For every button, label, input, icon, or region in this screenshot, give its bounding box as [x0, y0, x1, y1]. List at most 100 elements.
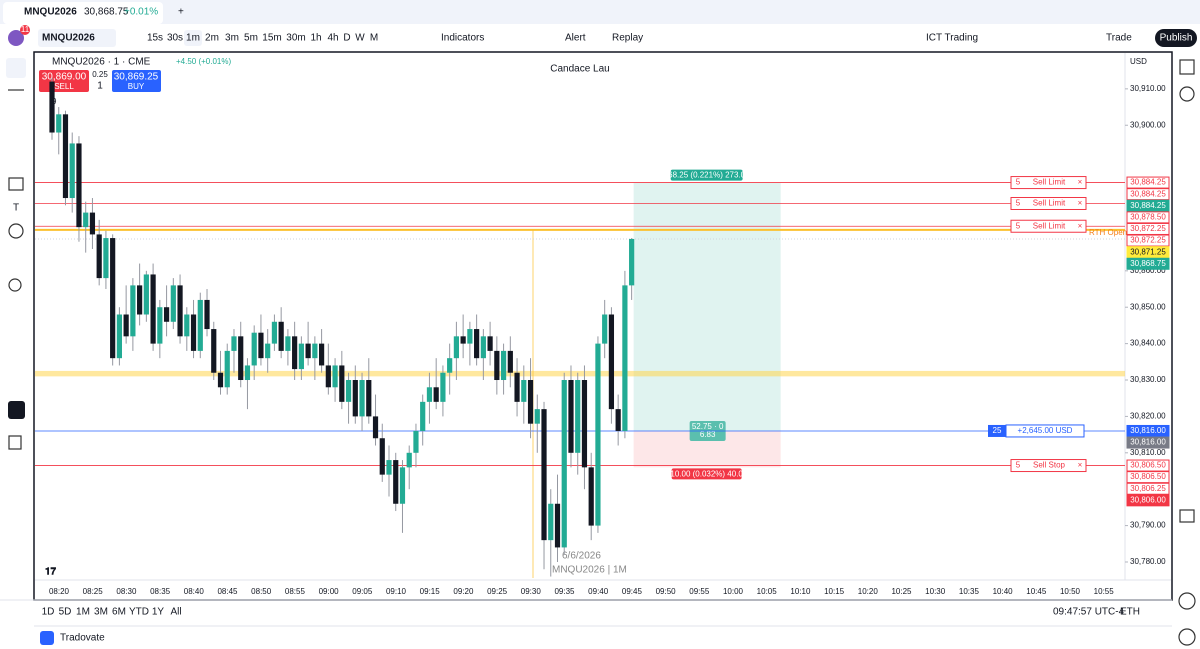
y-tick-label: 30,790.00 — [1130, 521, 1166, 530]
price-label: 30,884.25 — [1130, 189, 1166, 198]
buy-button[interactable] — [112, 70, 161, 92]
interval[interactable]: 15m — [262, 33, 281, 44]
order-cancel[interactable]: × — [1078, 221, 1083, 230]
x-tick-label: 09:00 — [319, 587, 340, 596]
candle-body — [548, 503, 554, 541]
candle-body — [622, 285, 628, 431]
candle-body — [588, 467, 594, 526]
candle-body — [480, 336, 486, 359]
order-qty: 5 — [1016, 199, 1021, 208]
range-button[interactable]: 5D — [59, 607, 72, 618]
x-tick-label: 08:35 — [150, 587, 171, 596]
cursor-tool[interactable] — [6, 58, 26, 78]
emoji-tool[interactable] — [8, 223, 24, 239]
order-box[interactable] — [1010, 176, 1087, 190]
new-tab[interactable]: + — [178, 7, 184, 18]
help[interactable] — [1178, 628, 1196, 646]
currency[interactable]: USD — [1130, 57, 1147, 66]
alert[interactable]: Alert — [565, 33, 586, 44]
symbol: MNQU2026 — [42, 33, 95, 44]
interval[interactable]: 3m — [225, 33, 239, 44]
replay[interactable]: Replay — [612, 33, 643, 44]
session[interactable]: ETH — [1120, 607, 1140, 618]
candle-body — [366, 380, 372, 417]
range-button[interactable]: 1Y — [152, 607, 165, 618]
order-cancel[interactable]: × — [1078, 461, 1083, 470]
text-tool[interactable]: T — [13, 203, 19, 214]
candle-body — [453, 336, 459, 359]
candle-body — [406, 452, 412, 468]
candle-body — [184, 314, 190, 337]
alerts[interactable] — [1179, 86, 1195, 102]
badge-count: 11 — [21, 25, 30, 34]
tab[interactable] — [3, 2, 163, 24]
range-button[interactable]: 1M — [76, 607, 90, 618]
candle-body — [561, 380, 567, 548]
range-button[interactable]: 6M — [112, 607, 126, 618]
candle-body — [629, 238, 635, 286]
candle-body — [62, 114, 69, 199]
order-type: Sell Limit — [1033, 178, 1066, 187]
range-button[interactable]: YTD — [129, 607, 149, 618]
interval[interactable]: 5m — [244, 33, 258, 44]
broker[interactable]: Tradovate — [60, 633, 105, 644]
candle-body — [116, 314, 122, 359]
lock-tool[interactable] — [8, 401, 25, 419]
range-button[interactable]: All — [170, 607, 181, 618]
price-label-box — [1126, 199, 1170, 212]
layout-name[interactable]: ICT Trading — [926, 33, 978, 44]
candle-body — [170, 285, 176, 322]
interval[interactable]: 30m — [286, 33, 305, 44]
indicators[interactable]: Indicators — [441, 33, 484, 44]
order-box[interactable] — [1010, 219, 1087, 233]
order-box[interactable] — [1010, 196, 1087, 210]
publish: Publish — [1160, 33, 1193, 44]
candle-body — [224, 350, 230, 388]
trash-tool[interactable] — [8, 435, 22, 450]
candle-body — [258, 332, 264, 359]
interval[interactable]: 1h — [310, 33, 321, 44]
y-tick-label: 30,850.00 — [1130, 302, 1166, 311]
position-pnl-box — [1005, 424, 1085, 438]
interval[interactable]: 1m — [186, 33, 200, 44]
x-tick-label: 08:50 — [251, 587, 272, 596]
price-label-box — [1126, 246, 1170, 259]
interval[interactable]: 2m — [205, 33, 219, 44]
rect-tool[interactable] — [8, 177, 24, 191]
interval[interactable]: 4h — [327, 33, 338, 44]
order-box[interactable] — [1010, 459, 1087, 473]
order-cancel[interactable]: × — [1078, 199, 1083, 208]
calendar[interactable] — [1179, 509, 1195, 523]
price-label: 30,884.25 — [1130, 178, 1166, 187]
price-label: 30,806.25 — [1130, 484, 1166, 493]
publish-button[interactable] — [1155, 29, 1197, 47]
x-tick-label: 09:35 — [554, 587, 575, 596]
candle-body — [76, 143, 82, 228]
interval[interactable]: W — [355, 33, 365, 44]
trade[interactable]: Trade — [1106, 33, 1132, 44]
watchlist[interactable] — [1179, 59, 1195, 75]
candle-body — [339, 365, 345, 402]
right-sidebar — [1178, 59, 1196, 646]
x-tick-label: 09:05 — [352, 587, 373, 596]
interval[interactable]: 15s — [147, 33, 163, 44]
range-button[interactable]: 1D — [42, 607, 55, 618]
interval[interactable]: M — [370, 33, 378, 44]
symbol-box[interactable] — [38, 29, 116, 47]
avatar[interactable] — [8, 30, 24, 46]
zoom-tool[interactable] — [8, 278, 22, 292]
candle-body — [447, 358, 453, 373]
interval[interactable]: D — [343, 33, 350, 44]
sell-price: 30,869.00 — [42, 72, 87, 83]
options[interactable] — [1178, 592, 1196, 610]
buy-label: BUY — [128, 82, 145, 91]
order-cancel[interactable]: × — [1078, 178, 1083, 187]
watermark-date: 6/6/2026 — [562, 551, 601, 562]
candle-body — [541, 409, 547, 541]
price-label-box — [1126, 234, 1170, 247]
x-tick-label: 09:10 — [386, 587, 407, 596]
candle-body — [298, 343, 304, 370]
interval[interactable]: 30s — [167, 33, 183, 44]
x-tick-label: 08:30 — [116, 587, 137, 596]
range-button[interactable]: 3M — [94, 607, 108, 618]
